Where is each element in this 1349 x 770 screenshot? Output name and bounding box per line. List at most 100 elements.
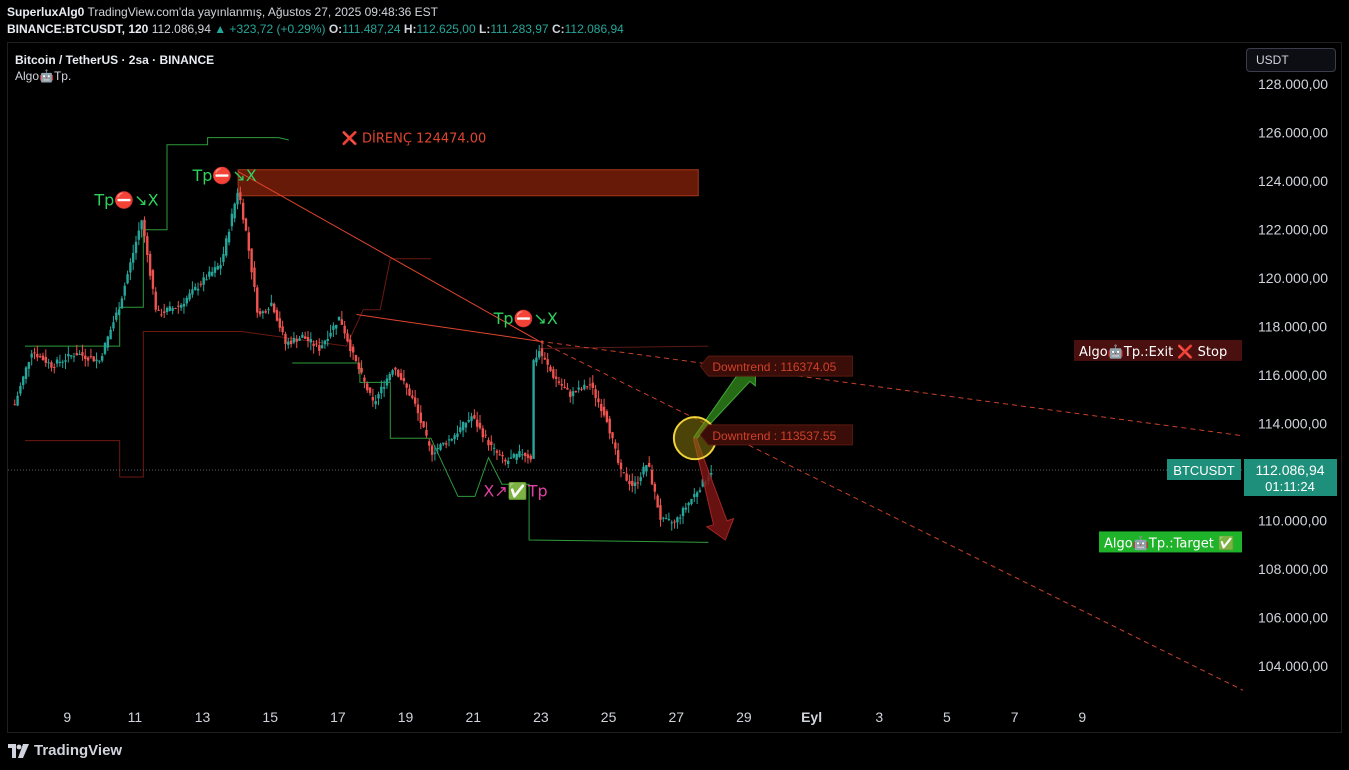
candle-body [351,346,355,353]
candle-body [453,435,456,440]
candle-body [250,248,253,273]
time-tick-label: 15 [262,709,278,725]
candle-body [81,352,84,356]
candle-body [656,495,659,508]
chart-pane[interactable] [7,42,1342,733]
candle-body [428,441,431,446]
candle-body [61,361,64,363]
candle-body [600,403,603,412]
price-tick-label: 120.000,00 [1258,270,1328,286]
candle-body [399,373,403,380]
candle-body [481,428,485,438]
candle-body [687,502,690,506]
candle-body [278,318,282,328]
low-value: 111.283,97 [490,22,549,36]
candle-body [148,253,152,276]
candle-body [569,391,572,397]
candle-body [261,311,265,313]
candle-body [103,343,107,354]
author-name[interactable]: SuperluxAlg0 [7,5,85,19]
candle-body [478,422,482,429]
price-tick-label: 116.000,00 [1258,367,1327,383]
candle-body [315,343,318,345]
candle-body [605,411,609,422]
candle-body [236,192,239,205]
signal-label: X↗✅Tp [483,481,547,500]
tradingview-logo[interactable]: TradingView [8,742,122,759]
candle-body [115,312,118,320]
legend-symbol[interactable]: Bitcoin / TetherUS · 2sa · BINANCE [15,53,215,67]
countdown-tag: 01:11:24 [1265,479,1315,494]
candle-body [53,367,56,369]
candle-body [179,304,183,308]
candle-body [633,482,637,487]
candle-body [684,507,688,510]
price-tick-label: 122.000,00 [1258,222,1328,238]
candle-body [580,388,583,390]
candle-body [402,378,406,382]
legend-indicator[interactable]: Algo🤖Tp. [15,69,72,83]
candle-body [571,391,575,397]
trendline-solid-2 [356,314,540,342]
low-label: L: [479,22,491,36]
candle-body [690,498,693,505]
candle-body [518,451,521,457]
candle-body [467,419,470,422]
candle-body [213,267,217,273]
candle-body [647,462,651,467]
candle-body [303,336,307,339]
candle-body [50,362,53,368]
currency-button[interactable]: USDT [1246,48,1336,72]
candle-body [292,337,296,343]
candle-body [171,308,174,311]
candle-body [129,262,132,273]
candle-body [554,376,558,379]
candle-body [22,376,25,386]
symbol-id: BINANCE:BTCUSDT, 120 [7,22,149,36]
candle-body [146,236,149,256]
time-tick-label: Eyl [801,709,822,725]
candle-body [413,397,417,404]
candle-body [199,283,203,285]
time-tick-label: 7 [1011,709,1019,725]
candle-body [194,286,197,290]
time-tick-label: 13 [195,709,211,725]
price-tick-label: 104.000,00 [1258,658,1328,674]
trendline-label: Downtrend : 113537.55 [712,429,836,443]
candle-body [270,302,273,306]
candle-body [501,455,504,457]
candle-body [219,265,222,269]
candle-body [106,336,110,348]
side-label: Algo🤖Tp.:Target ✅ [1104,535,1234,551]
candle-body [433,452,437,454]
candle-body [673,521,676,523]
side-label-box [1099,531,1242,553]
candle-body [622,472,626,474]
chart-header: SuperluxAlg0 TradingView.com'da yayınlan… [0,0,1349,42]
candle-body [636,482,640,484]
candle-body [210,271,214,276]
candle-body [645,465,648,472]
candle-body [346,333,349,342]
close-value: 112.086,94 [564,22,624,36]
candle-body [27,362,31,369]
candle-body [422,421,425,428]
candle-body [563,387,566,389]
candle-body [698,490,702,492]
candle-body [58,361,62,363]
candle-body [19,385,22,394]
candle-body [425,430,428,436]
candle-body [549,366,552,371]
candle-body [408,388,411,396]
candle-body [16,395,19,406]
candle-body [160,314,163,316]
candle-body [312,343,315,346]
candle-body [532,360,535,459]
chart-legend: Bitcoin / TetherUS · 2sa · BINANCE Algo🤖… [15,53,214,83]
candle-body [264,311,267,313]
symbol-line: BINANCE:BTCUSDT, 120 112.086,94 ▲ +323,7… [7,22,624,36]
candle-body [594,389,597,399]
candle-body [374,401,377,405]
trendline-solid-1 [237,171,540,342]
price-chart[interactable]: 104.000,00 106.000,00 108.000,00 110.000,00… [0,0,1349,734]
